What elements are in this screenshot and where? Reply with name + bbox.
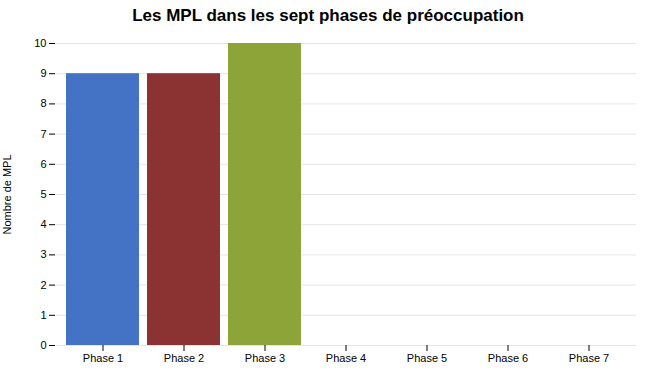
svg-text:Nombre de MPL: Nombre de MPL (1, 154, 13, 234)
svg-text:Phase 7: Phase 7 (569, 352, 609, 364)
svg-text:2: 2 (40, 279, 46, 291)
html-text:Les MPL dans les sept phases d: Les MPL dans les sept phases de préoccup… (132, 6, 524, 25)
svg-text:1: 1 (40, 309, 46, 321)
svg-text:10: 10 (34, 37, 46, 49)
svg-text:Phase 1: Phase 1 (83, 352, 123, 364)
svg-text:Phase 2: Phase 2 (164, 352, 204, 364)
svg-text:6: 6 (40, 158, 46, 170)
svg-text:4: 4 (40, 218, 46, 230)
svg-text:0: 0 (40, 339, 46, 351)
svg-text:9: 9 (40, 67, 46, 79)
svg-text:Phase 3: Phase 3 (245, 352, 285, 364)
svg-text:5: 5 (40, 188, 46, 200)
svg-text:Phase 6: Phase 6 (488, 352, 528, 364)
svg-text:8: 8 (40, 97, 46, 109)
svg-text:Phase 5: Phase 5 (407, 352, 447, 364)
svg-text:7: 7 (40, 128, 46, 140)
svg-text:Phase 4: Phase 4 (326, 352, 366, 364)
svg-text:3: 3 (40, 248, 46, 260)
